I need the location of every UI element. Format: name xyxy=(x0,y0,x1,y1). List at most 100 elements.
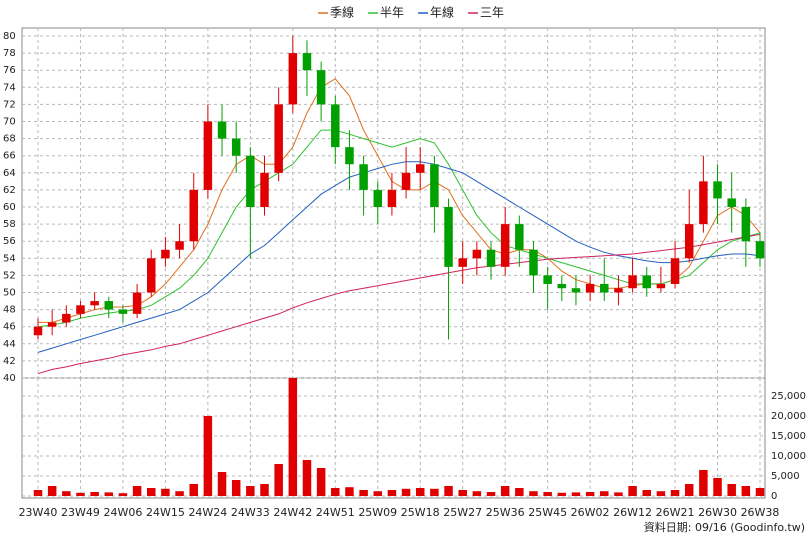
volume-bar xyxy=(755,488,765,496)
volume-bar xyxy=(557,492,567,496)
x-tick-label: 26W38 xyxy=(741,506,780,519)
volume-bar xyxy=(316,468,326,496)
y-tick-label: 46 xyxy=(3,322,16,333)
candle-body xyxy=(500,224,510,267)
candle-body xyxy=(231,138,241,156)
candle-body xyxy=(132,292,142,314)
candle-body xyxy=(118,309,128,314)
volume-bar xyxy=(741,486,751,496)
legend-label: 三年 xyxy=(480,6,504,20)
candle-body xyxy=(571,288,581,293)
candle-body xyxy=(189,189,198,242)
volume-bar xyxy=(585,492,595,496)
volume-bar xyxy=(543,492,552,496)
candle-body xyxy=(444,207,453,267)
candle-body xyxy=(628,275,637,289)
candle-body xyxy=(515,224,524,250)
volume-bar xyxy=(415,488,425,496)
legend-label: 年線 xyxy=(430,5,454,20)
candle-body xyxy=(359,164,368,190)
candle-body xyxy=(401,172,411,190)
candle-body xyxy=(104,301,114,310)
candle-body xyxy=(161,249,170,259)
y2-tick-label: 10,000 xyxy=(771,451,806,462)
x-tick-label: 24W42 xyxy=(273,506,312,519)
volume-bar xyxy=(614,492,623,496)
y-tick-label: 66 xyxy=(3,151,16,162)
y-tick-label: 74 xyxy=(3,82,16,93)
candle-body xyxy=(543,275,552,284)
y-tick-label: 64 xyxy=(3,168,16,179)
y-tick-label: 76 xyxy=(3,65,16,76)
candle-body xyxy=(345,147,354,165)
volume-bar xyxy=(373,491,383,496)
volume-bar xyxy=(104,492,114,496)
candle-body xyxy=(147,258,156,293)
source-note: 資料日期: 09/16 (Goodinfo.tw) xyxy=(644,520,805,534)
y-tick-label: 40 xyxy=(3,373,16,384)
x-tick-label: 23W40 xyxy=(19,506,58,519)
y-tick-label: 56 xyxy=(3,236,16,247)
x-tick-label: 24W33 xyxy=(231,506,270,519)
y-tick-label: 58 xyxy=(3,219,16,230)
candle-body xyxy=(741,207,751,242)
x-tick-label: 24W06 xyxy=(104,506,143,519)
legend-label: 半年 xyxy=(380,6,404,20)
ma-line xyxy=(37,129,761,328)
x-tick-label: 25W45 xyxy=(528,506,567,519)
y-tick-label: 54 xyxy=(3,253,16,264)
x-tick-label: 26W30 xyxy=(698,506,737,519)
volume-bar xyxy=(472,491,482,496)
x-tick-label: 25W36 xyxy=(486,506,525,519)
y-tick-label: 60 xyxy=(3,202,16,213)
candle-body xyxy=(656,283,666,289)
volume-bar xyxy=(430,488,439,496)
y2-tick-label: 0 xyxy=(771,491,777,502)
candle-body xyxy=(670,258,680,284)
volume-bar xyxy=(713,478,722,496)
candle-body xyxy=(529,249,538,276)
candle-body xyxy=(175,241,184,250)
volume-bar xyxy=(684,484,694,496)
volume-bar xyxy=(62,491,71,496)
volume-frame xyxy=(21,377,766,499)
ma-line xyxy=(37,233,761,375)
volume-bar xyxy=(656,491,666,496)
y-tick-label: 50 xyxy=(3,288,16,299)
y2-tick-label: 15,000 xyxy=(771,431,806,442)
candle-body xyxy=(727,198,736,207)
volume-bar xyxy=(203,416,213,496)
y-tick-label: 44 xyxy=(3,339,16,350)
candle-body xyxy=(458,258,467,267)
ma-line xyxy=(37,161,761,353)
x-tick-label: 23W49 xyxy=(61,506,100,519)
candle-body xyxy=(699,181,708,225)
y-tick-label: 70 xyxy=(3,117,16,128)
candle-body xyxy=(302,53,312,71)
volume-bar xyxy=(76,492,85,496)
y-tick-label: 68 xyxy=(3,134,16,145)
x-tick-label: 26W21 xyxy=(656,506,695,519)
x-tick-label: 24W24 xyxy=(188,506,227,519)
x-tick-label: 26W02 xyxy=(571,506,610,519)
x-tick-label: 26W12 xyxy=(613,506,652,519)
candle-body xyxy=(415,164,425,173)
volume-bar xyxy=(486,492,496,496)
volume-bar xyxy=(642,490,651,496)
volume-bar xyxy=(331,488,340,496)
volume-bar xyxy=(175,491,184,496)
volume-bar xyxy=(33,490,43,496)
candle-body xyxy=(76,305,85,314)
volume-bar xyxy=(529,491,538,496)
y2-tick-label: 5,000 xyxy=(771,471,800,482)
volume-bar xyxy=(515,488,524,496)
x-tick-label: 24W51 xyxy=(316,506,355,519)
candle-body xyxy=(260,172,269,207)
x-tick-label: 25W18 xyxy=(401,506,440,519)
volume-bar xyxy=(500,486,510,496)
candle-body xyxy=(33,326,43,336)
x-tick-label: 25W27 xyxy=(443,506,482,519)
volume-bar xyxy=(161,488,170,496)
volume-bar xyxy=(359,490,368,496)
